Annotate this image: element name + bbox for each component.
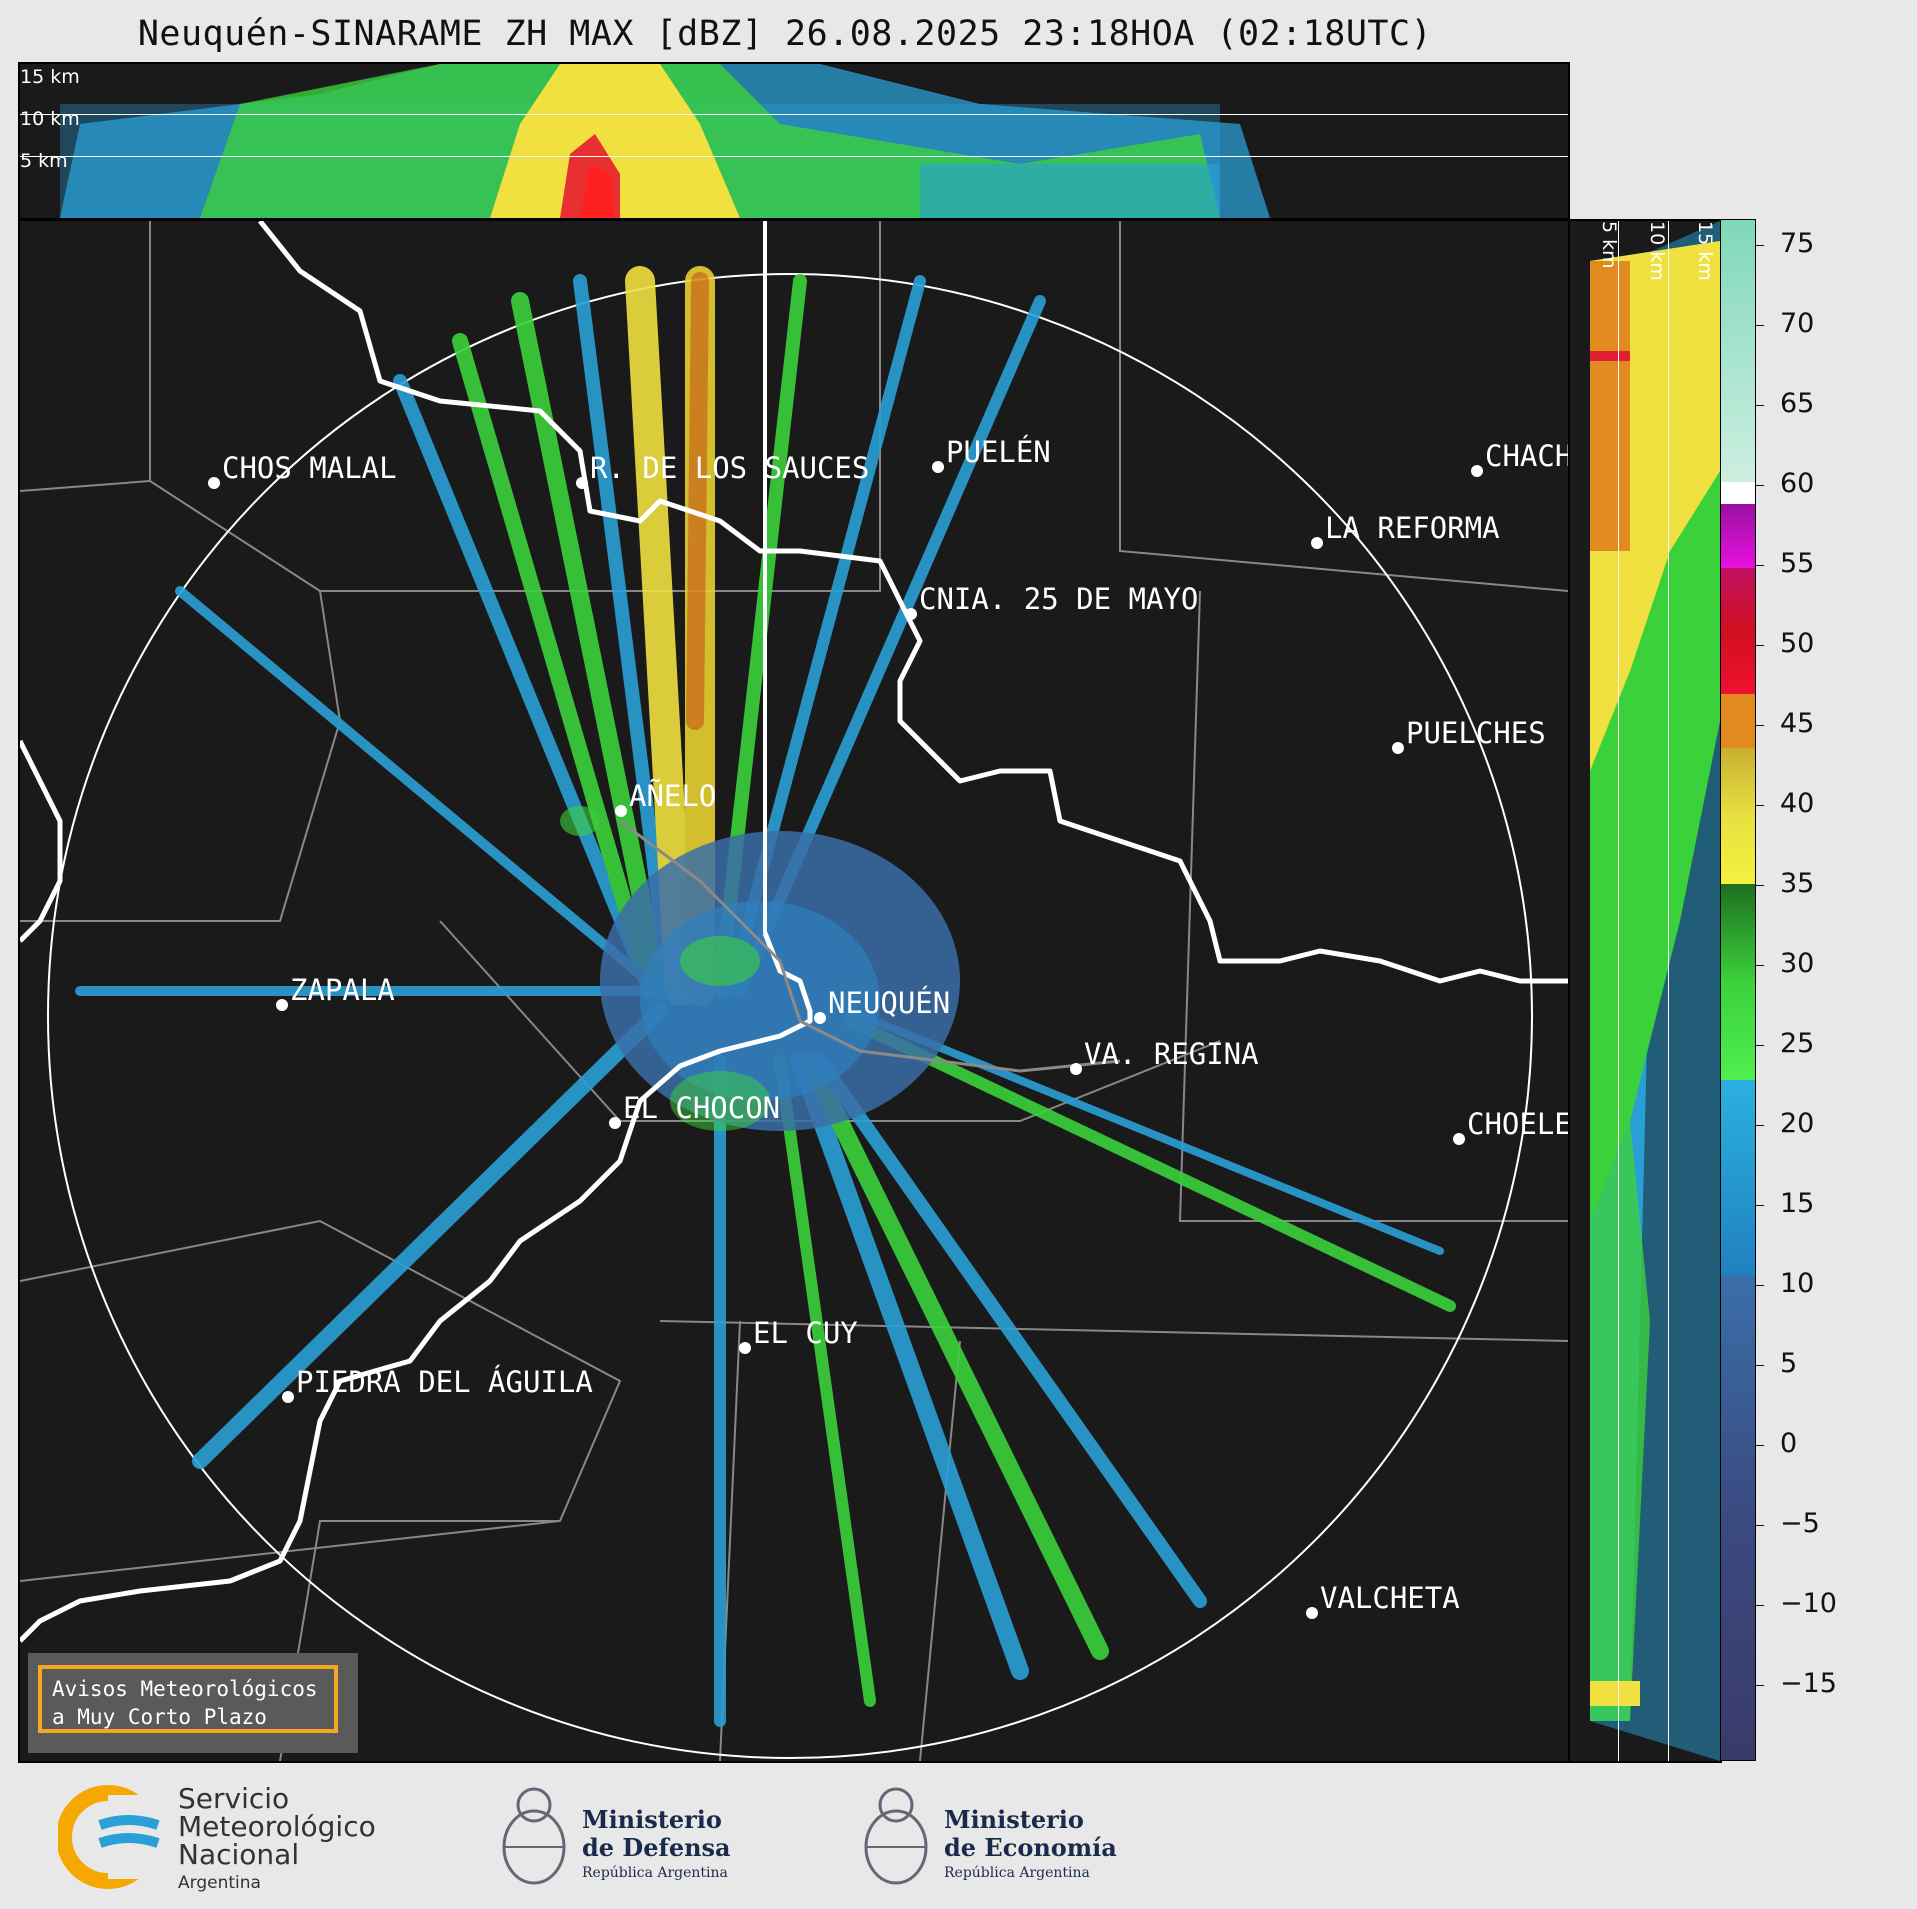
colorbar-seg [1721,694,1755,748]
city-label: ZAPALA [290,973,395,1007]
aviso-line2: a Muy Corto Plazo [52,1705,267,1729]
right-label-15km: 15 km [1694,221,1716,281]
economia-line3: República Argentina [944,1865,1090,1881]
top-cross-section: 15 km 10 km 5 km [18,62,1570,220]
city-label: LA REFORMA [1325,511,1500,545]
colorbar-seg [1721,1080,1755,1276]
colorbar-seg [1721,504,1755,568]
argentina-coat-of-arms-icon [864,1787,928,1885]
smn-line1: Servicio [178,1782,290,1815]
chart-title: Neuquén-SINARAME ZH MAX [dBZ] 26.08.2025… [137,14,1433,54]
city-label: R. DE LOS SAUCES [590,451,870,485]
top-label-15km: 15 km [20,66,80,88]
defensa-line1: Ministerio [582,1805,722,1834]
colorbar-seg [1721,1276,1755,1760]
city-label: AÑELO [629,779,717,813]
economia-line1: Ministerio [944,1805,1084,1834]
defensa-line2: de Defensa [582,1833,731,1862]
colorbar-seg [1721,482,1755,504]
colorbar-seg [1721,748,1755,884]
right-label-10km: 10 km [1646,221,1668,281]
top-label-10km: 10 km [20,108,80,130]
smn-line3: Nacional [178,1838,300,1871]
city-label: VA. REGINA [1084,1037,1259,1071]
city-label: NEUQUÉN [828,986,951,1020]
economia-line2: de Economía [944,1833,1117,1862]
city-label: CHOS MALAL [222,451,397,485]
right-cross-section-echoes [1590,221,1720,1761]
smn-line4: Argentina [178,1873,261,1893]
city-label: PIEDRA DEL ÁGUILA [296,1365,593,1399]
radar-echoes [20,221,1568,1761]
defensa-line3: República Argentina [582,1865,728,1881]
city-label: EL CUY [753,1316,858,1350]
smn-logo: Servicio Meteorológico Nacional Argentin… [58,1785,398,1895]
city-label: PUELÉN [946,435,1051,469]
aviso-box: Avisos Meteorológicos a Muy Corto Plazo [28,1653,358,1753]
aviso-line1: Avisos Meteorológicos [52,1677,318,1701]
city-label: PUELCHES [1406,716,1546,750]
argentina-coat-of-arms-icon [502,1787,566,1885]
city-label: VALCHETA [1320,1581,1460,1615]
top-label-5km: 5 km [20,150,68,172]
defensa-logo: Ministerio de Defensa República Argentin… [496,1775,756,1895]
radar-map: CHOS MALAL R. DE LOS SAUCES PUELÉN CHACH… [18,219,1570,1763]
city-label: EL CHOCON [623,1091,781,1125]
smn-line2: Meteorológico [178,1810,376,1843]
top-cross-section-echoes [60,64,1270,218]
colorbar-seg [1721,568,1755,694]
economia-logo: Ministerio de Economía República Argenti… [858,1775,1138,1895]
city-label: CNIA. 25 DE MAYO [919,582,1199,616]
colorbar-seg [1721,220,1755,482]
colorbar-seg [1721,884,1755,1080]
colorbar [1720,219,1756,1761]
smn-emblem-icon [58,1785,168,1889]
city-label: CHACH [1485,439,1570,473]
aviso-label: Avisos Meteorológicos a Muy Corto Plazo [38,1665,338,1733]
right-cross-section: 5 km 10 km 15 km [1568,219,1722,1763]
right-label-5km: 5 km [1598,221,1620,269]
city-label: CHOELE [1467,1107,1570,1141]
